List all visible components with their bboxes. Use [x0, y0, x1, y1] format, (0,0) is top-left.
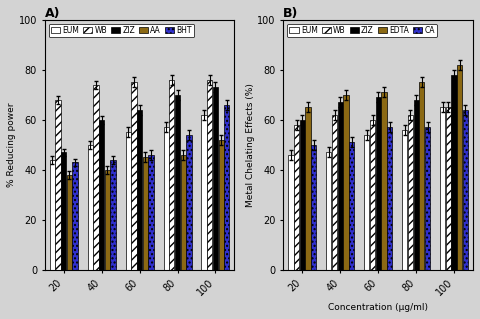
Bar — [457, 65, 462, 270]
Bar — [300, 120, 305, 270]
Bar — [61, 152, 66, 270]
Bar — [88, 145, 93, 270]
Bar — [343, 95, 348, 270]
Bar — [50, 160, 55, 270]
Bar — [99, 120, 104, 270]
Bar — [148, 155, 154, 270]
Bar — [186, 135, 192, 270]
Y-axis label: Metal Chelating Effects (%): Metal Chelating Effects (%) — [246, 83, 254, 207]
Bar — [72, 162, 78, 270]
Bar — [126, 132, 131, 270]
Y-axis label: % Reducing power: % Reducing power — [7, 103, 16, 187]
Bar — [305, 108, 311, 270]
Legend: EUM, WB, ZIZ, AA, BHT: EUM, WB, ZIZ, AA, BHT — [48, 24, 194, 37]
Bar — [294, 125, 299, 270]
Bar — [425, 127, 430, 270]
Text: A): A) — [45, 7, 60, 20]
Bar — [105, 170, 110, 270]
Bar — [370, 120, 375, 270]
Bar — [387, 127, 392, 270]
Bar — [218, 140, 224, 270]
Bar — [332, 115, 337, 270]
Bar — [375, 97, 381, 270]
Bar — [446, 108, 451, 270]
Bar — [326, 152, 332, 270]
Legend: EUM, WB, ZIZ, EDTA, CA: EUM, WB, ZIZ, EDTA, CA — [287, 24, 437, 37]
Bar — [137, 110, 142, 270]
Bar — [414, 100, 419, 270]
Bar — [207, 80, 213, 270]
Bar — [463, 110, 468, 270]
Bar — [337, 102, 343, 270]
Bar — [202, 115, 207, 270]
Bar — [132, 82, 136, 270]
Bar — [67, 175, 72, 270]
Bar — [213, 87, 218, 270]
Bar — [364, 135, 370, 270]
Bar — [408, 115, 413, 270]
Bar — [55, 100, 60, 270]
Bar — [180, 155, 186, 270]
Text: B): B) — [283, 7, 299, 20]
Bar — [381, 93, 386, 270]
Bar — [288, 155, 294, 270]
Bar — [164, 127, 169, 270]
Bar — [169, 80, 174, 270]
Bar — [349, 142, 354, 270]
Bar — [110, 160, 116, 270]
Bar — [440, 108, 445, 270]
Bar — [143, 157, 148, 270]
Bar — [402, 130, 408, 270]
Bar — [175, 95, 180, 270]
Bar — [452, 75, 456, 270]
Bar — [419, 82, 424, 270]
X-axis label: Concentration (µg/ml): Concentration (µg/ml) — [328, 303, 428, 312]
Bar — [224, 105, 229, 270]
Bar — [93, 85, 98, 270]
Bar — [311, 145, 316, 270]
